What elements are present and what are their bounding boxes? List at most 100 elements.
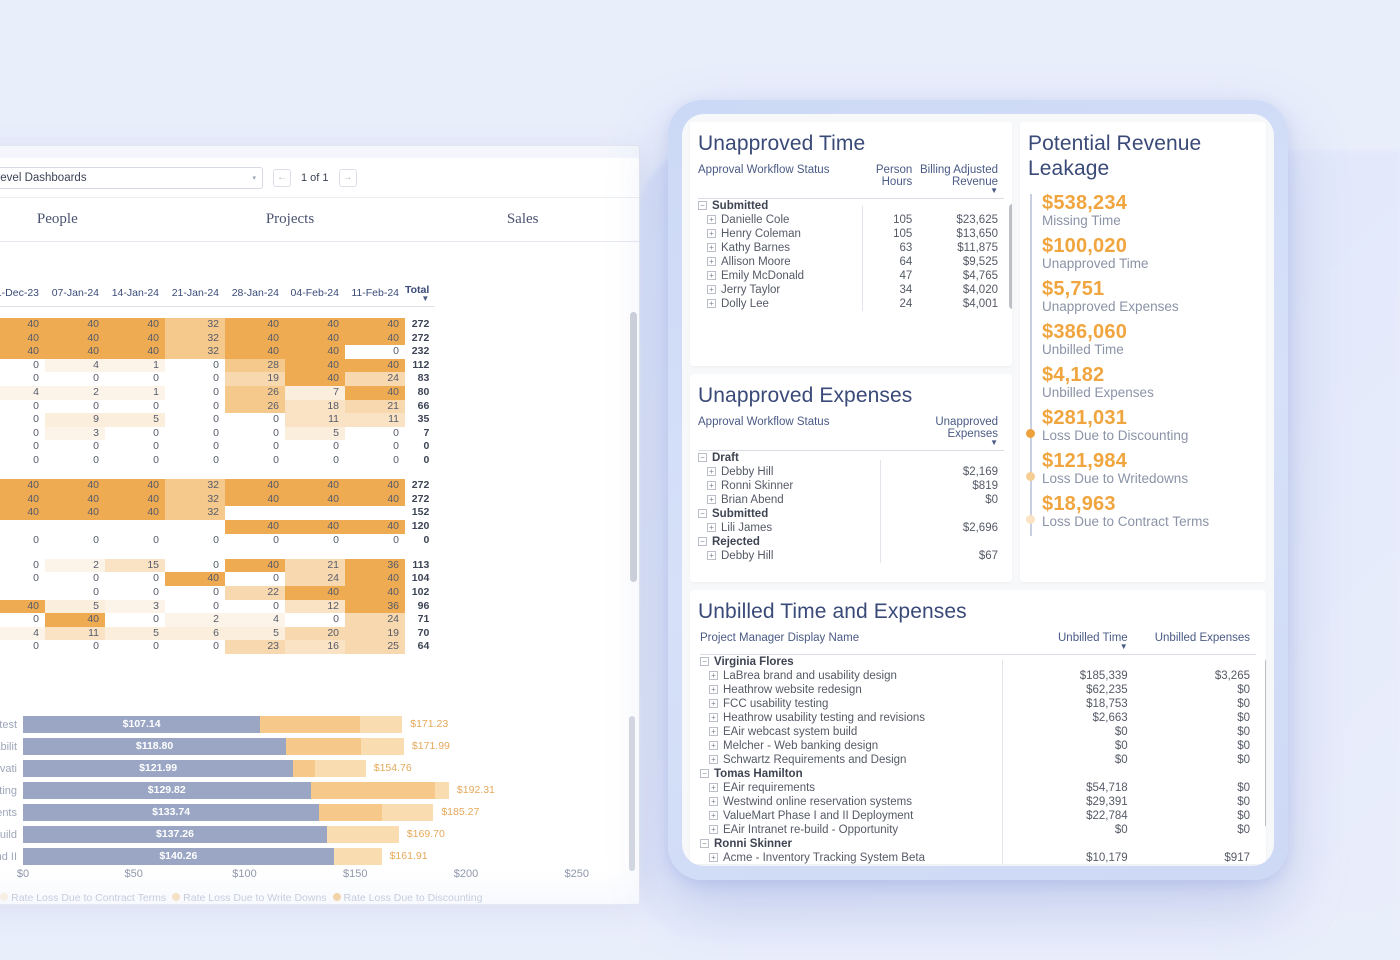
expand-icon[interactable]: + [707, 257, 716, 266]
table-row[interactable]: + EAir requirements $54,718 $0 [700, 781, 1256, 795]
prev-page-button[interactable]: ← [273, 168, 291, 187]
expand-icon[interactable]: + [709, 783, 718, 792]
table-row[interactable]: − Draft [698, 451, 1004, 466]
leakage-item[interactable]: $281,031 Loss Due to Discounting [1026, 407, 1266, 450]
legend-entry[interactable]: Rate Loss Due to Write Downs [172, 892, 327, 904]
table-row[interactable]: − Rejected [698, 535, 1004, 549]
col-unbilled-expenses[interactable]: Unbilled Expenses [1154, 632, 1250, 644]
col-unapproved-expenses[interactable]: Unapproved Expenses ▼ [888, 416, 1004, 451]
heatmap-col-header[interactable]: 31-Dec-23 [0, 287, 39, 299]
col-project-manager[interactable]: Project Manager Display Name [700, 632, 860, 644]
unbilled-scrollbar[interactable] [1265, 658, 1266, 828]
expand-icon[interactable]: + [709, 685, 718, 694]
expand-icon[interactable]: + [707, 523, 716, 532]
tab-people[interactable]: People [36, 211, 78, 227]
col-unbilled-time[interactable]: Unbilled Time ▼ [1011, 632, 1133, 655]
leakage-item[interactable]: $538,234 Missing Time [1030, 192, 1266, 235]
table-row[interactable]: + EAir webcast system build $0 $0 [700, 725, 1256, 739]
barchart-scrollbar[interactable] [629, 715, 635, 871]
heatmap-scrollbar[interactable] [630, 312, 637, 582]
table-row[interactable]: + Danielle Cole 105 $23,625 [698, 213, 1004, 227]
col-approval-status[interactable]: Approval Workflow Status [698, 416, 830, 428]
table-row[interactable]: + Kathy Barnes 63 $11,875 [698, 241, 1004, 255]
expand-icon[interactable]: + [707, 495, 716, 504]
expand-icon[interactable]: + [707, 481, 716, 490]
tab-sales[interactable]: Sales [506, 211, 539, 227]
collapse-icon[interactable]: − [698, 201, 707, 210]
expand-icon[interactable]: + [707, 271, 716, 280]
expand-icon[interactable]: + [709, 727, 718, 736]
table-row[interactable]: + Heathrow usability testing and revision… [700, 711, 1256, 725]
table-row[interactable]: + Emily McDonald 47 $4,765 [698, 269, 1004, 283]
table-row[interactable]: − Tomas Hamilton [700, 767, 1256, 781]
heatmap-col-header[interactable]: 04-Feb-24 [290, 287, 339, 299]
expand-icon[interactable]: + [707, 467, 716, 476]
table-row[interactable]: + Dolly Lee 24 $4,001 [698, 297, 1004, 311]
leakage-item[interactable]: $4,182 Unbilled Expenses [1030, 364, 1266, 407]
table-row[interactable]: + Schwartz Requirements and Design $0 $0 [700, 753, 1256, 767]
table-row[interactable]: + Debby Hill $67 [698, 549, 1004, 563]
expand-icon[interactable]: + [709, 755, 718, 764]
legend-entry[interactable]: Rate Loss Due to Discounting [332, 892, 482, 904]
expand-icon[interactable]: + [709, 699, 718, 708]
expand-icon[interactable]: + [707, 299, 716, 308]
collapse-icon[interactable]: − [700, 769, 709, 778]
row-value-cell: $0 [1237, 712, 1250, 724]
tab-projects[interactable]: Projects [265, 211, 315, 227]
heatmap-col-header[interactable]: 14-Jan-24 [111, 287, 159, 299]
leakage-item[interactable]: $5,751 Unapproved Expenses [1030, 278, 1266, 321]
collapse-icon[interactable]: − [698, 453, 707, 462]
table-row[interactable]: + FCC usability testing $18,753 $0 [700, 697, 1256, 711]
table-row[interactable]: + EAir Intranet re-build - Opportunity $0 $… [700, 823, 1256, 837]
col-approval-status[interactable]: Approval Workflow Status [698, 164, 830, 176]
table-row[interactable]: + Lili James $2,696 [698, 521, 1004, 535]
table-row[interactable]: + Jerry Taylor 34 $4,020 [698, 283, 1004, 297]
table-row[interactable]: + Melcher - Web banking design $0 $0 [700, 739, 1256, 753]
table-row[interactable]: − Ronni Skinner [700, 837, 1256, 851]
table-row[interactable]: + Henry Coleman 105 $13,650 [698, 227, 1004, 241]
table-row[interactable]: − Submitted [698, 199, 1004, 214]
expand-icon[interactable]: + [709, 671, 718, 680]
table-row[interactable]: − Virginia Flores [700, 655, 1256, 670]
expand-icon[interactable]: + [709, 741, 718, 750]
heatmap-col-header[interactable]: 21-Jan-24 [171, 287, 219, 299]
leakage-item[interactable]: $121,984 Loss Due to Writedowns [1026, 450, 1266, 493]
table-row[interactable]: + Brian Abend $0 [698, 493, 1004, 507]
table-row[interactable]: + LaBrea brand and usability design $185,3… [700, 669, 1256, 683]
collapse-icon[interactable]: − [698, 509, 707, 518]
table-row[interactable]: + Westwind online reservation systems $29,… [700, 795, 1256, 809]
heatmap-col-header[interactable]: 11-Feb-24 [351, 287, 399, 299]
leakage-item[interactable]: $386,060 Unbilled Time [1030, 321, 1266, 364]
collapse-icon[interactable]: − [698, 537, 707, 546]
table-row[interactable]: + Heathrow website redesign $62,235 $0 [700, 683, 1256, 697]
unapproved-time-scrollbar[interactable] [1009, 204, 1012, 309]
expand-icon[interactable]: + [709, 811, 718, 820]
expand-icon[interactable]: + [707, 285, 716, 294]
expand-icon[interactable]: + [709, 797, 718, 806]
table-row[interactable]: + Debby Hill $2,169 [698, 465, 1004, 479]
collapse-icon[interactable]: − [700, 839, 709, 848]
expand-icon[interactable]: + [709, 825, 718, 834]
legend-entry[interactable]: Rate Loss Due to Contract Terms [0, 892, 166, 904]
expand-icon[interactable]: + [709, 853, 718, 862]
next-page-button[interactable]: → [338, 168, 357, 187]
table-row[interactable]: − Submitted [698, 507, 1004, 521]
expand-icon[interactable]: + [709, 713, 718, 722]
col-person-hours[interactable]: Person Hours [875, 164, 913, 188]
heatmap-col-header[interactable]: Total ▼ [405, 284, 430, 303]
table-row[interactable]: + ValueMart Phase I and II Deployment $22,… [700, 809, 1256, 823]
collapse-icon[interactable]: − [700, 657, 709, 666]
expand-icon[interactable]: + [707, 243, 716, 252]
dashboard-select[interactable]: zation Level Dashboards ▾ [0, 166, 263, 189]
leakage-item[interactable]: $100,020 Unapproved Time [1030, 235, 1266, 278]
heatmap-col-header[interactable]: 07-Jan-24 [51, 287, 99, 299]
col-billing-revenue[interactable]: Billing Adjusted Revenue ▼ [920, 164, 998, 195]
table-row[interactable]: + Acme - Inventory Tracking System Beta $1… [700, 851, 1256, 864]
expand-icon[interactable]: + [707, 551, 716, 560]
expand-icon[interactable]: + [707, 229, 716, 238]
leakage-item[interactable]: $18,963 Loss Due to Contract Terms [1026, 493, 1266, 536]
heatmap-col-header[interactable]: 28-Jan-24 [231, 287, 279, 299]
table-row[interactable]: + Allison Moore 64 $9,525 [698, 255, 1004, 269]
table-row[interactable]: + Ronni Skinner $819 [698, 479, 1004, 493]
expand-icon[interactable]: + [707, 215, 716, 224]
